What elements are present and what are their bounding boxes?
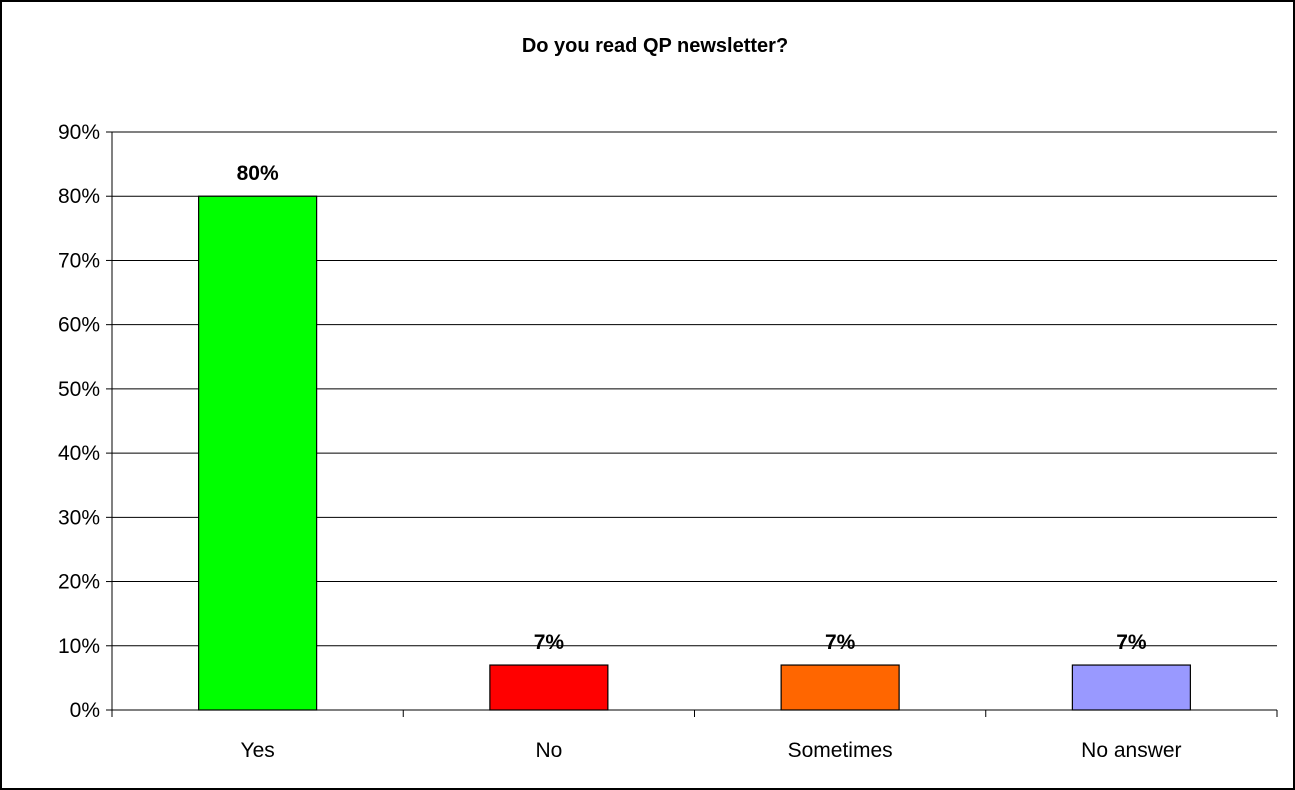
category-label: Sometimes xyxy=(788,739,893,762)
data-label: 80% xyxy=(237,162,279,185)
bar-no-answer xyxy=(1071,664,1191,711)
data-label: 7% xyxy=(1116,631,1147,654)
x-axis xyxy=(111,709,1278,717)
y-tick-label: 10% xyxy=(58,635,100,658)
y-tick-label: 70% xyxy=(58,249,100,272)
category-label: No answer xyxy=(1081,739,1181,762)
category-labels: Yes No Sometimes No answer xyxy=(240,739,1181,762)
bar-yes xyxy=(198,195,318,711)
y-axis: 0% 10% 20% 30% 40% 50% 60% 70% 80% 90% xyxy=(58,121,113,722)
data-label: 7% xyxy=(825,631,856,654)
y-tick-label: 30% xyxy=(58,506,100,529)
y-tick-label: 90% xyxy=(58,121,100,144)
chart-title: Do you read QP newsletter? xyxy=(522,35,788,57)
bar-sometimes xyxy=(780,664,900,711)
y-tick-label: 40% xyxy=(58,442,100,465)
data-label: 7% xyxy=(534,631,565,654)
category-label: No xyxy=(535,739,562,762)
y-tick-label: 20% xyxy=(58,571,100,594)
data-labels: 80% 7% 7% 7% xyxy=(237,162,1147,654)
y-tick-label: 0% xyxy=(70,699,100,722)
y-tick-label: 50% xyxy=(58,378,100,401)
y-tick-label: 60% xyxy=(58,314,100,337)
bar-no xyxy=(489,664,609,711)
bars xyxy=(198,195,1191,711)
y-tick-label: 80% xyxy=(58,185,100,208)
category-label: Yes xyxy=(240,739,274,762)
